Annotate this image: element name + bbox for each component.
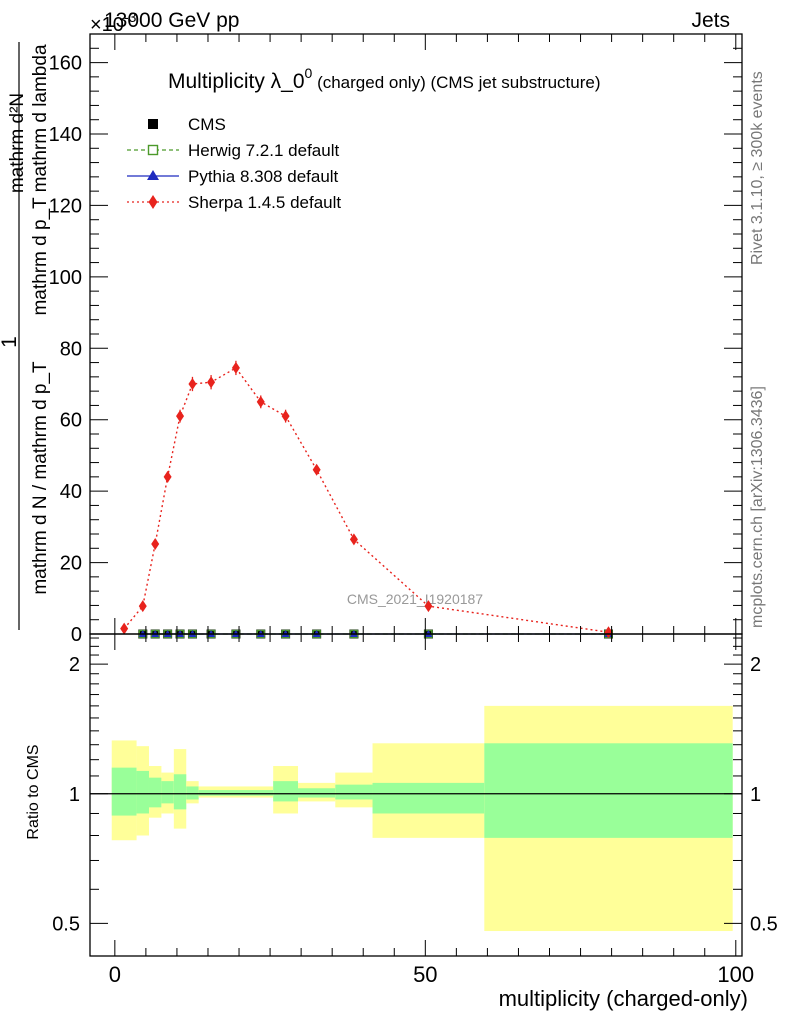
title-superscript: 0 — [305, 65, 313, 81]
ratio-y-tick-label: 1 — [69, 784, 80, 806]
rivet-label: Rivet 3.1.10, ≥ 300k events — [749, 71, 766, 265]
legend-item-pythia: Pythia 8.308 default — [127, 167, 339, 186]
stat-uncertainty-band-2 — [148, 777, 162, 808]
title-main: Multiplicity λ_0 — [168, 70, 305, 93]
ylabel-prefix-denominator: mathrm d N / mathrm d p_T — [30, 361, 51, 595]
category-label: Jets — [691, 9, 730, 32]
stat-uncertainty-band-9 — [335, 784, 373, 800]
legend-marker — [147, 144, 159, 156]
main-y-tick-label: 100 — [49, 267, 82, 289]
x-axis-label: multiplicity (charged-only) — [499, 986, 748, 1011]
svg-text:1: 1 — [0, 336, 21, 348]
sherpa-marker — [312, 463, 321, 476]
legend-label: Pythia 8.308 default — [188, 167, 339, 186]
legend-label: CMS — [188, 115, 226, 134]
exponent-power: -3 — [124, 9, 137, 25]
stat-uncertainty-band-8 — [298, 788, 336, 798]
legend: CMS Herwig 7.2.1 default Pythia 8.308 defa… — [127, 115, 341, 212]
stat-uncertainty-band-7 — [273, 781, 299, 802]
main-y-tick-label: 80 — [60, 338, 82, 360]
collision-label: 13000 GeV pp — [104, 9, 239, 32]
ratio-bands — [90, 705, 742, 932]
sherpa-marker — [207, 376, 216, 389]
main-y-tick-label: 0 — [71, 624, 82, 646]
sherpa-marker — [424, 600, 433, 613]
svg-text:mathrm d p_T mathrm d lambda: mathrm d p_T mathrm d lambda — [30, 44, 51, 315]
ylabel-prefix: 1 — [0, 336, 21, 348]
main-y-tick-label: 60 — [60, 410, 82, 432]
sherpa-marker — [188, 378, 197, 390]
ratio-y-tick-label-right: 1 — [750, 784, 761, 806]
legend-item-herwig: Herwig 7.2.1 default — [127, 141, 339, 160]
legend-marker — [148, 119, 158, 129]
stat-uncertainty-band-6 — [198, 790, 274, 796]
main-y-tick-label: 140 — [49, 124, 82, 146]
legend-marker — [147, 170, 159, 180]
x-tick-label: 50 — [413, 962, 437, 987]
sherpa-line — [123, 366, 609, 633]
main-y-tick-label: 160 — [49, 53, 82, 75]
legend-label: Sherpa 1.4.5 default — [188, 193, 341, 212]
sherpa-marker — [281, 410, 290, 423]
sherpa-marker — [349, 533, 358, 546]
main-ylabel: 1 mathrm d²N mathrm d p_T mathrm d lambd… — [0, 42, 51, 630]
stat-uncertainty-band-4 — [173, 774, 187, 810]
ratio-y-tick-label-right: 2 — [750, 654, 761, 676]
sherpa-marker — [151, 538, 160, 550]
legend-item-cms: CMS — [148, 115, 226, 134]
stat-uncertainty-band-10 — [372, 782, 485, 814]
mcplots-label: mcplots.cern.ch [arXiv:1306.3436] — [749, 386, 766, 628]
axes: 0 50 100 0 20 40 60 80 100 120 140 160 0.5 0.5 1 1 2 2 — [49, 33, 778, 987]
main-y-tick-label: 40 — [60, 481, 82, 503]
plot-title: Multiplicity λ_00 (charged only) (CMS je… — [168, 65, 601, 93]
ylabel-numerator: mathrm d²N — [7, 93, 28, 193]
ylabel-denominator: mathrm d p_T mathrm d lambda — [30, 44, 51, 315]
legend-marker — [148, 195, 158, 209]
stat-uncertainty-band-0 — [111, 767, 137, 816]
svg-text:mathrm d N / mathrm d p_T: mathrm d N / mathrm d p_T — [30, 361, 51, 595]
sherpa-marker — [231, 361, 240, 374]
main-y-tick-label: 120 — [49, 195, 82, 217]
stat-uncertainty-band-5 — [186, 786, 199, 800]
title-suffix: (charged only) (CMS jet substructure) — [312, 73, 600, 92]
legend-item-sherpa: Sherpa 1.4.5 default — [127, 193, 341, 212]
exponent-label: ×10-3 — [90, 9, 137, 36]
sherpa-marker — [176, 410, 185, 423]
svg-text:mathrm d²N: mathrm d²N — [7, 93, 28, 193]
ratio-y-tick-label-right: 0.5 — [750, 913, 778, 935]
sherpa-marker — [138, 600, 147, 613]
x-tick-label: 100 — [717, 962, 754, 987]
sherpa-marker — [120, 622, 129, 635]
stat-uncertainty-band-11 — [484, 743, 733, 838]
stat-uncertainty-band-1 — [136, 770, 149, 814]
stat-uncertainty-band-3 — [161, 781, 174, 804]
ratio-y-tick-label: 0.5 — [52, 913, 80, 935]
ratio-ylabel: Ratio to CMS — [25, 744, 42, 839]
sherpa-marker — [604, 626, 613, 639]
analysis-watermark: CMS_2021_I1920187 — [347, 591, 483, 607]
sherpa-marker — [256, 395, 265, 408]
ratio-y-tick-label: 2 — [69, 654, 80, 676]
sherpa-marker — [163, 470, 172, 483]
main-y-tick-label: 20 — [60, 553, 82, 575]
x-tick-label: 0 — [109, 962, 121, 987]
legend-label: Herwig 7.2.1 default — [188, 141, 339, 160]
ratio-frame — [89, 633, 743, 957]
